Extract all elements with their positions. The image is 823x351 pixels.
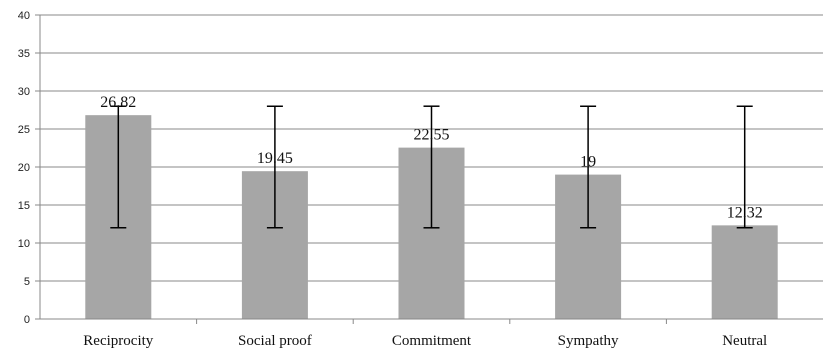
y-tick-label: 30 (18, 86, 30, 98)
y-tick-label: 40 (18, 10, 30, 22)
y-tick-label: 35 (18, 48, 30, 60)
category-label: Neutral (722, 333, 767, 349)
y-tick-label: 25 (18, 124, 30, 136)
error-bars (110, 105, 753, 229)
data-labels: 26.82 19.45 22.55 19 12.32 (100, 94, 762, 221)
bar (711, 225, 778, 319)
error-bar (580, 105, 597, 229)
category-label: Sympathy (558, 333, 619, 349)
y-tick-label: 15 (18, 200, 30, 212)
y-axis-ticks: 0 5 10 15 20 25 30 35 40 (18, 10, 40, 326)
y-tick-label: 0 (24, 314, 30, 326)
y-tick-label: 10 (18, 238, 30, 250)
category-label: Commitment (392, 333, 472, 349)
x-axis-categories: Reciprocity Social proof Commitment Sympath… (83, 333, 767, 349)
data-label: 19 (580, 154, 596, 171)
error-bar (423, 105, 440, 229)
data-label: 22.55 (414, 127, 450, 144)
data-label: 12.32 (727, 204, 763, 221)
category-label: Social proof (238, 333, 312, 349)
error-bar (110, 105, 127, 229)
axes (39, 15, 823, 324)
error-bar (266, 105, 283, 229)
error-bar (736, 105, 753, 229)
y-tick-label: 5 (24, 276, 30, 288)
y-tick-label: 20 (18, 162, 30, 174)
data-label: 26.82 (100, 94, 136, 111)
category-label: Reciprocity (83, 333, 153, 349)
data-label: 19.45 (257, 150, 293, 167)
